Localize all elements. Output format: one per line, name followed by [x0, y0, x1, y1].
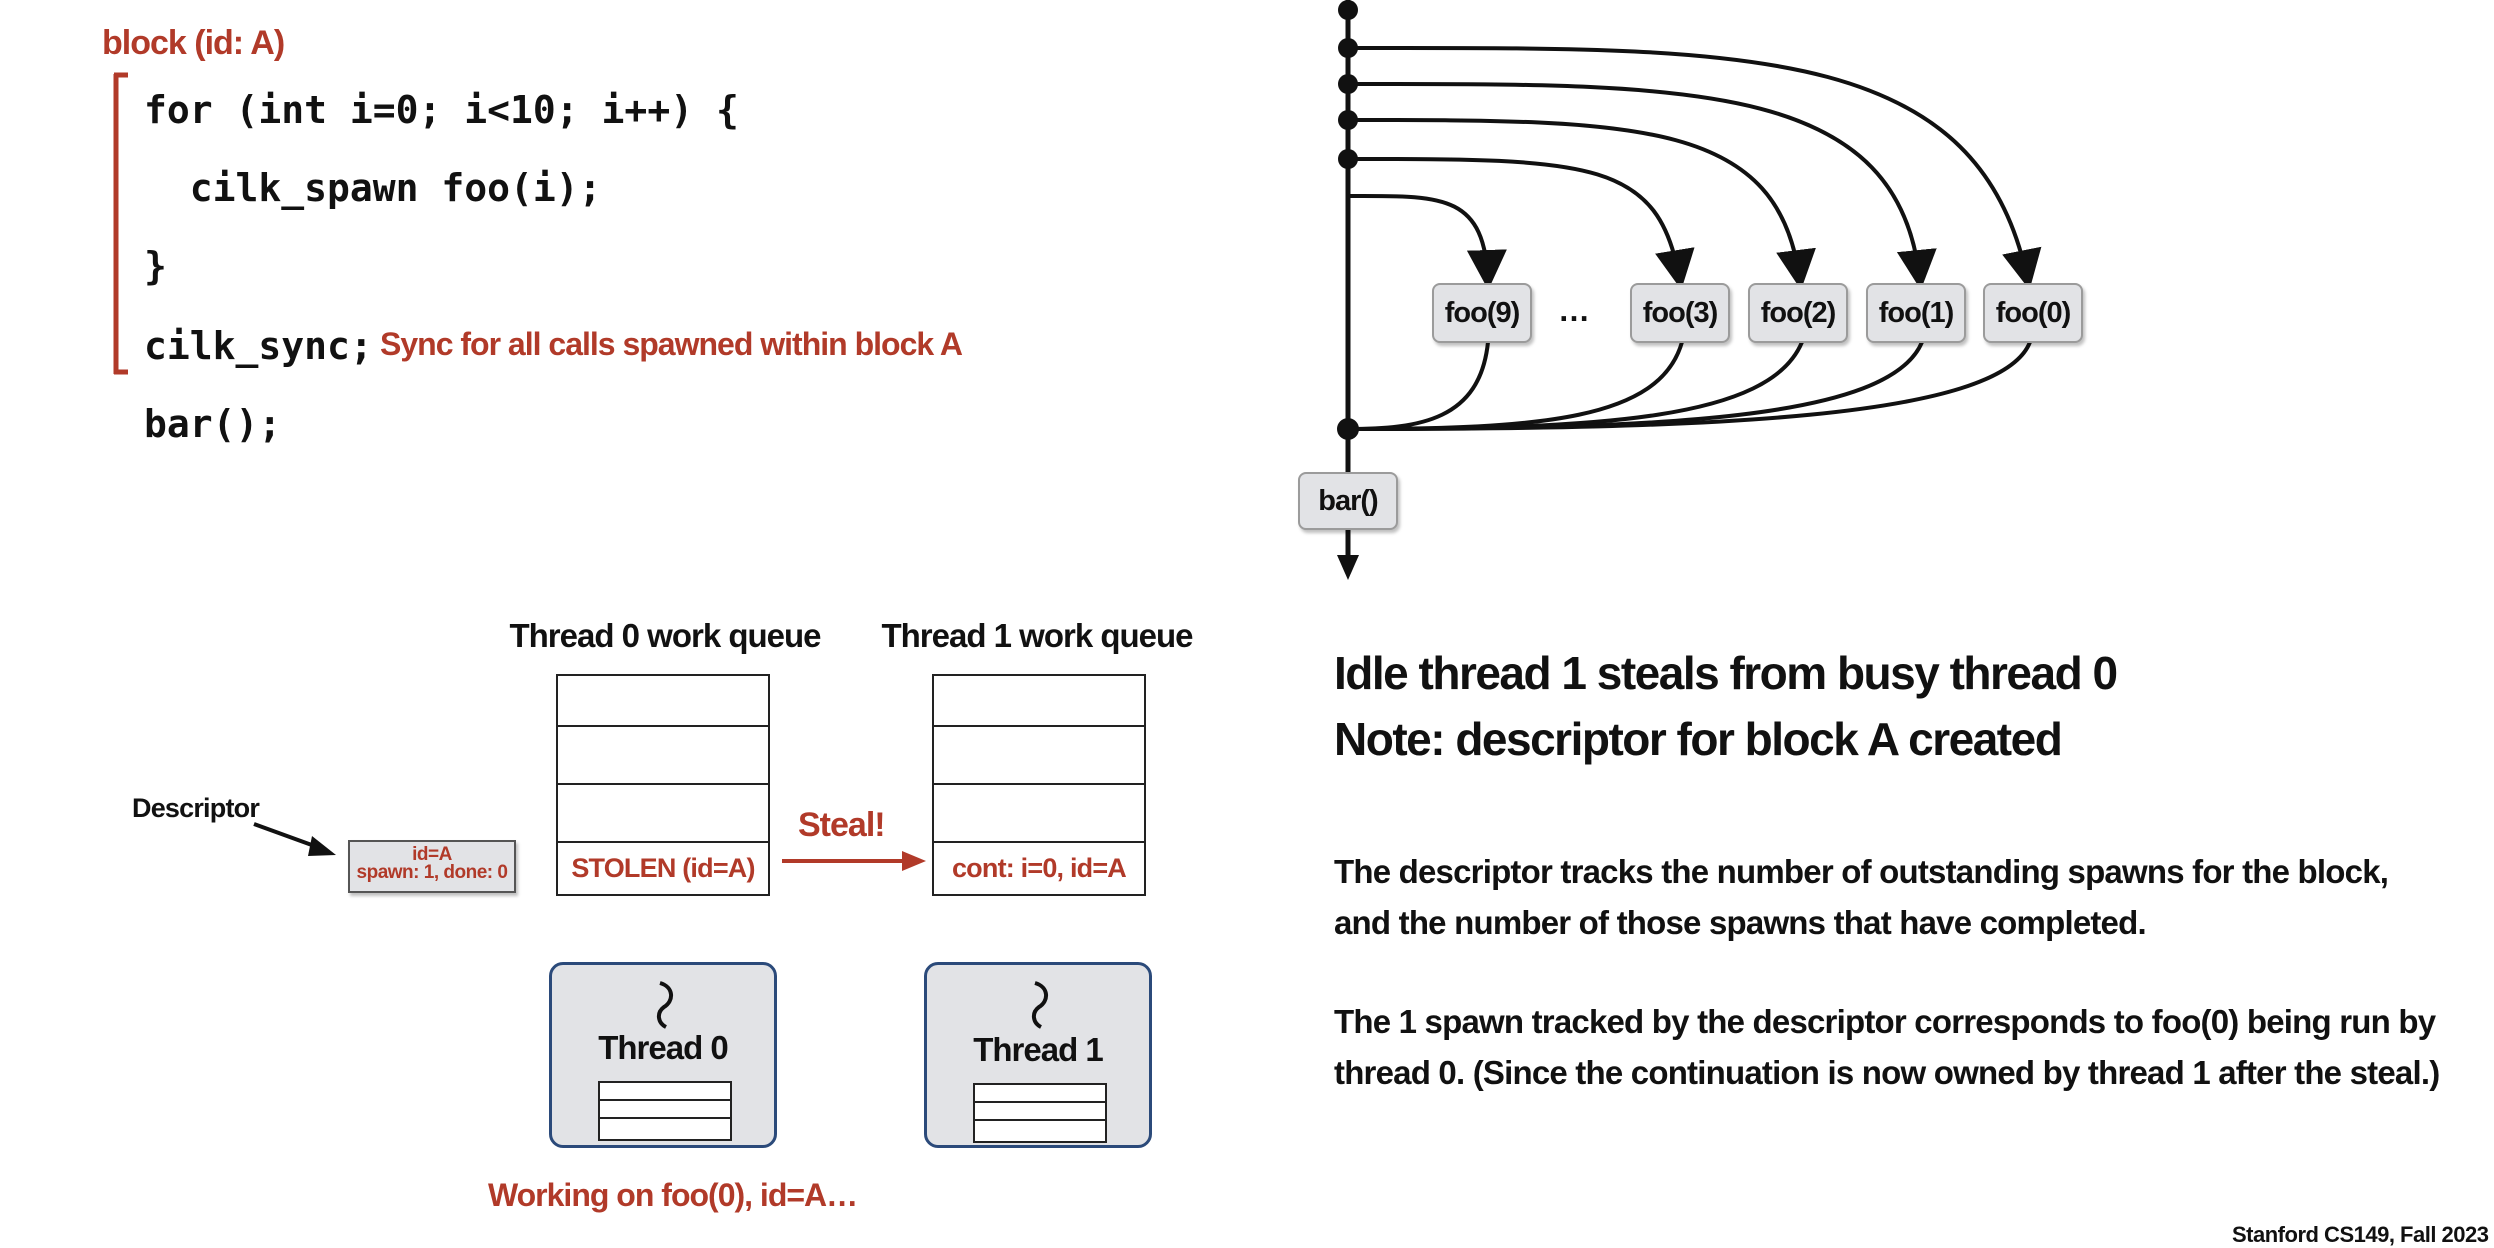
continuation-entry-label: cont: i=0, id=A — [951, 853, 1127, 883]
spawn-edge-foo0 — [1347, 45, 2042, 290]
queue-slot — [558, 727, 768, 785]
thread0-box: Thread 0 — [549, 962, 777, 1148]
code-line-for: for (int i=0; i<10; i++) { — [144, 88, 739, 132]
node-bar: bar() — [1298, 472, 1398, 530]
spawn-edge-foo9 — [1347, 193, 1507, 290]
descriptor-arrow — [253, 822, 336, 856]
heading-line1: Idle thread 1 steals from busy thread 0 — [1334, 647, 2118, 699]
return-edge-foo3 — [1347, 341, 1684, 431]
thread0-status: Working on foo(0), id=A… — [488, 1177, 858, 1213]
queue-slot-continuation: cont: i=0, id=A — [934, 843, 1144, 894]
node-foo2: foo(2) — [1748, 283, 1848, 343]
block-bracket — [113, 72, 128, 375]
steal-label: Steal! — [798, 806, 886, 844]
queue-slot — [934, 785, 1144, 843]
para1-line1: The descriptor tracks the number of outs… — [1334, 853, 2389, 890]
thread0-queue-title: Thread 0 work queue — [509, 617, 821, 654]
spawn-edge-foo1 — [1347, 81, 1937, 290]
descriptor-id: id=A — [412, 844, 452, 865]
queue-slot — [934, 727, 1144, 785]
thread1-squiggle-icon — [1032, 981, 1048, 1029]
thread1-work-queue: cont: i=0, id=A — [932, 674, 1146, 896]
thread1-box: Thread 1 — [924, 962, 1152, 1148]
timeline-arrowhead — [1337, 555, 1359, 580]
spawn-graph — [1337, 0, 2042, 580]
spawn-edge-foo2 — [1347, 118, 1816, 290]
queue-slot — [934, 676, 1144, 727]
queue-slot — [558, 676, 768, 727]
node-foo0: foo(0) — [1983, 283, 2083, 343]
heading-line2: Note: descriptor for block A created — [1334, 713, 2063, 765]
code-line-bar: bar(); — [144, 402, 282, 446]
descriptor-box: id=A spawn: 1, done: 0 — [348, 840, 516, 893]
queue-slot — [558, 785, 768, 843]
thread1-label: Thread 1 — [973, 1031, 1104, 1068]
node-ellipsis: … — [1558, 292, 1590, 328]
node-foo9: foo(9) — [1432, 283, 1532, 343]
return-edge-foo0 — [1347, 341, 2032, 431]
return-edge-foo9 — [1347, 341, 1490, 431]
thread0-work-queue: STOLEN (id=A) — [556, 674, 770, 896]
sync-comment: Sync for all calls spawned within block … — [380, 326, 963, 362]
steal-arrow — [782, 851, 926, 871]
descriptor-label: Descriptor — [132, 793, 260, 823]
spawn-dot — [1338, 0, 1358, 20]
descriptor-counts: spawn: 1, done: 0 — [356, 862, 508, 883]
code-line-sync: cilk_sync; — [144, 324, 373, 368]
node-foo1: foo(1) — [1866, 283, 1966, 343]
para1-line2: and the number of those spawns that have… — [1334, 904, 2147, 941]
para2-line2: thread 0. (Since the continuation is now… — [1334, 1054, 2440, 1091]
thread0-stack — [598, 1081, 732, 1141]
thread1-queue-title: Thread 1 work queue — [881, 617, 1193, 654]
block-label: block (id: A) — [102, 24, 285, 62]
stolen-entry-label: STOLEN (id=A) — [571, 853, 755, 883]
queue-slot-stolen: STOLEN (id=A) — [558, 843, 768, 894]
spawn-edge-foo3 — [1347, 157, 1695, 290]
thread0-squiggle-icon — [657, 981, 673, 1029]
footer-credit: Stanford CS149, Fall 2023 — [2232, 1222, 2489, 1247]
node-foo3: foo(3) — [1630, 283, 1730, 343]
thread0-label: Thread 0 — [598, 1029, 729, 1066]
thread1-stack — [973, 1083, 1107, 1143]
code-line-close-brace: } — [144, 244, 167, 288]
code-line-spawn: cilk_spawn foo(i); — [144, 166, 602, 210]
para2-line1: The 1 spawn tracked by the descriptor co… — [1334, 1003, 2436, 1040]
